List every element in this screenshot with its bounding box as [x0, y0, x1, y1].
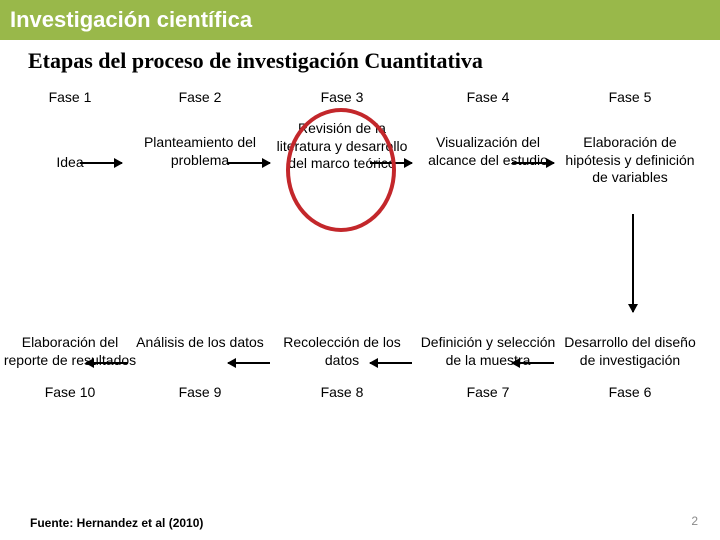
- arrow-top-2: [228, 162, 270, 164]
- arrow-top-1: [80, 162, 122, 164]
- arrow-top-4: [512, 162, 554, 164]
- arrow-bottom-4: [512, 362, 554, 364]
- phase-node-top-5: Elaboración de hipótesis y definición de…: [560, 134, 700, 187]
- phase-label-top-5: Fase 5: [560, 89, 700, 105]
- phase-label-top-1: Fase 1: [0, 89, 140, 105]
- arrow-bottom-1: [86, 362, 128, 364]
- slide-subtitle: Etapas del proceso de investigación Cuan…: [0, 40, 720, 74]
- source-footer: Fuente: Hernandez et al (2010): [30, 516, 203, 530]
- arrow-bottom-2: [228, 362, 270, 364]
- phase-node-bottom-5: Desarrollo del diseño de investigación: [560, 334, 700, 369]
- phase-label-top-3: Fase 3: [272, 89, 412, 105]
- highlight-ellipse-fase3: [286, 108, 396, 232]
- phase-label-bottom-2: Fase 9: [130, 384, 270, 400]
- phase-label-bottom-3: Fase 8: [272, 384, 412, 400]
- phase-label-bottom-5: Fase 6: [560, 384, 700, 400]
- slide-header: Investigación científica: [0, 0, 720, 40]
- phase-label-top-4: Fase 4: [418, 89, 558, 105]
- arrow-down-5-to-6: [632, 214, 634, 312]
- page-number: 2: [691, 514, 698, 528]
- process-diagram: Fase 1IdeaFase 2Planteamiento del proble…: [0, 74, 720, 494]
- phase-label-top-2: Fase 2: [130, 89, 270, 105]
- arrow-bottom-3: [370, 362, 412, 364]
- phase-node-bottom-2: Análisis de los datos: [130, 334, 270, 352]
- slide-title: Investigación científica: [10, 7, 252, 33]
- phase-label-bottom-4: Fase 7: [418, 384, 558, 400]
- phase-label-bottom-1: Fase 10: [0, 384, 140, 400]
